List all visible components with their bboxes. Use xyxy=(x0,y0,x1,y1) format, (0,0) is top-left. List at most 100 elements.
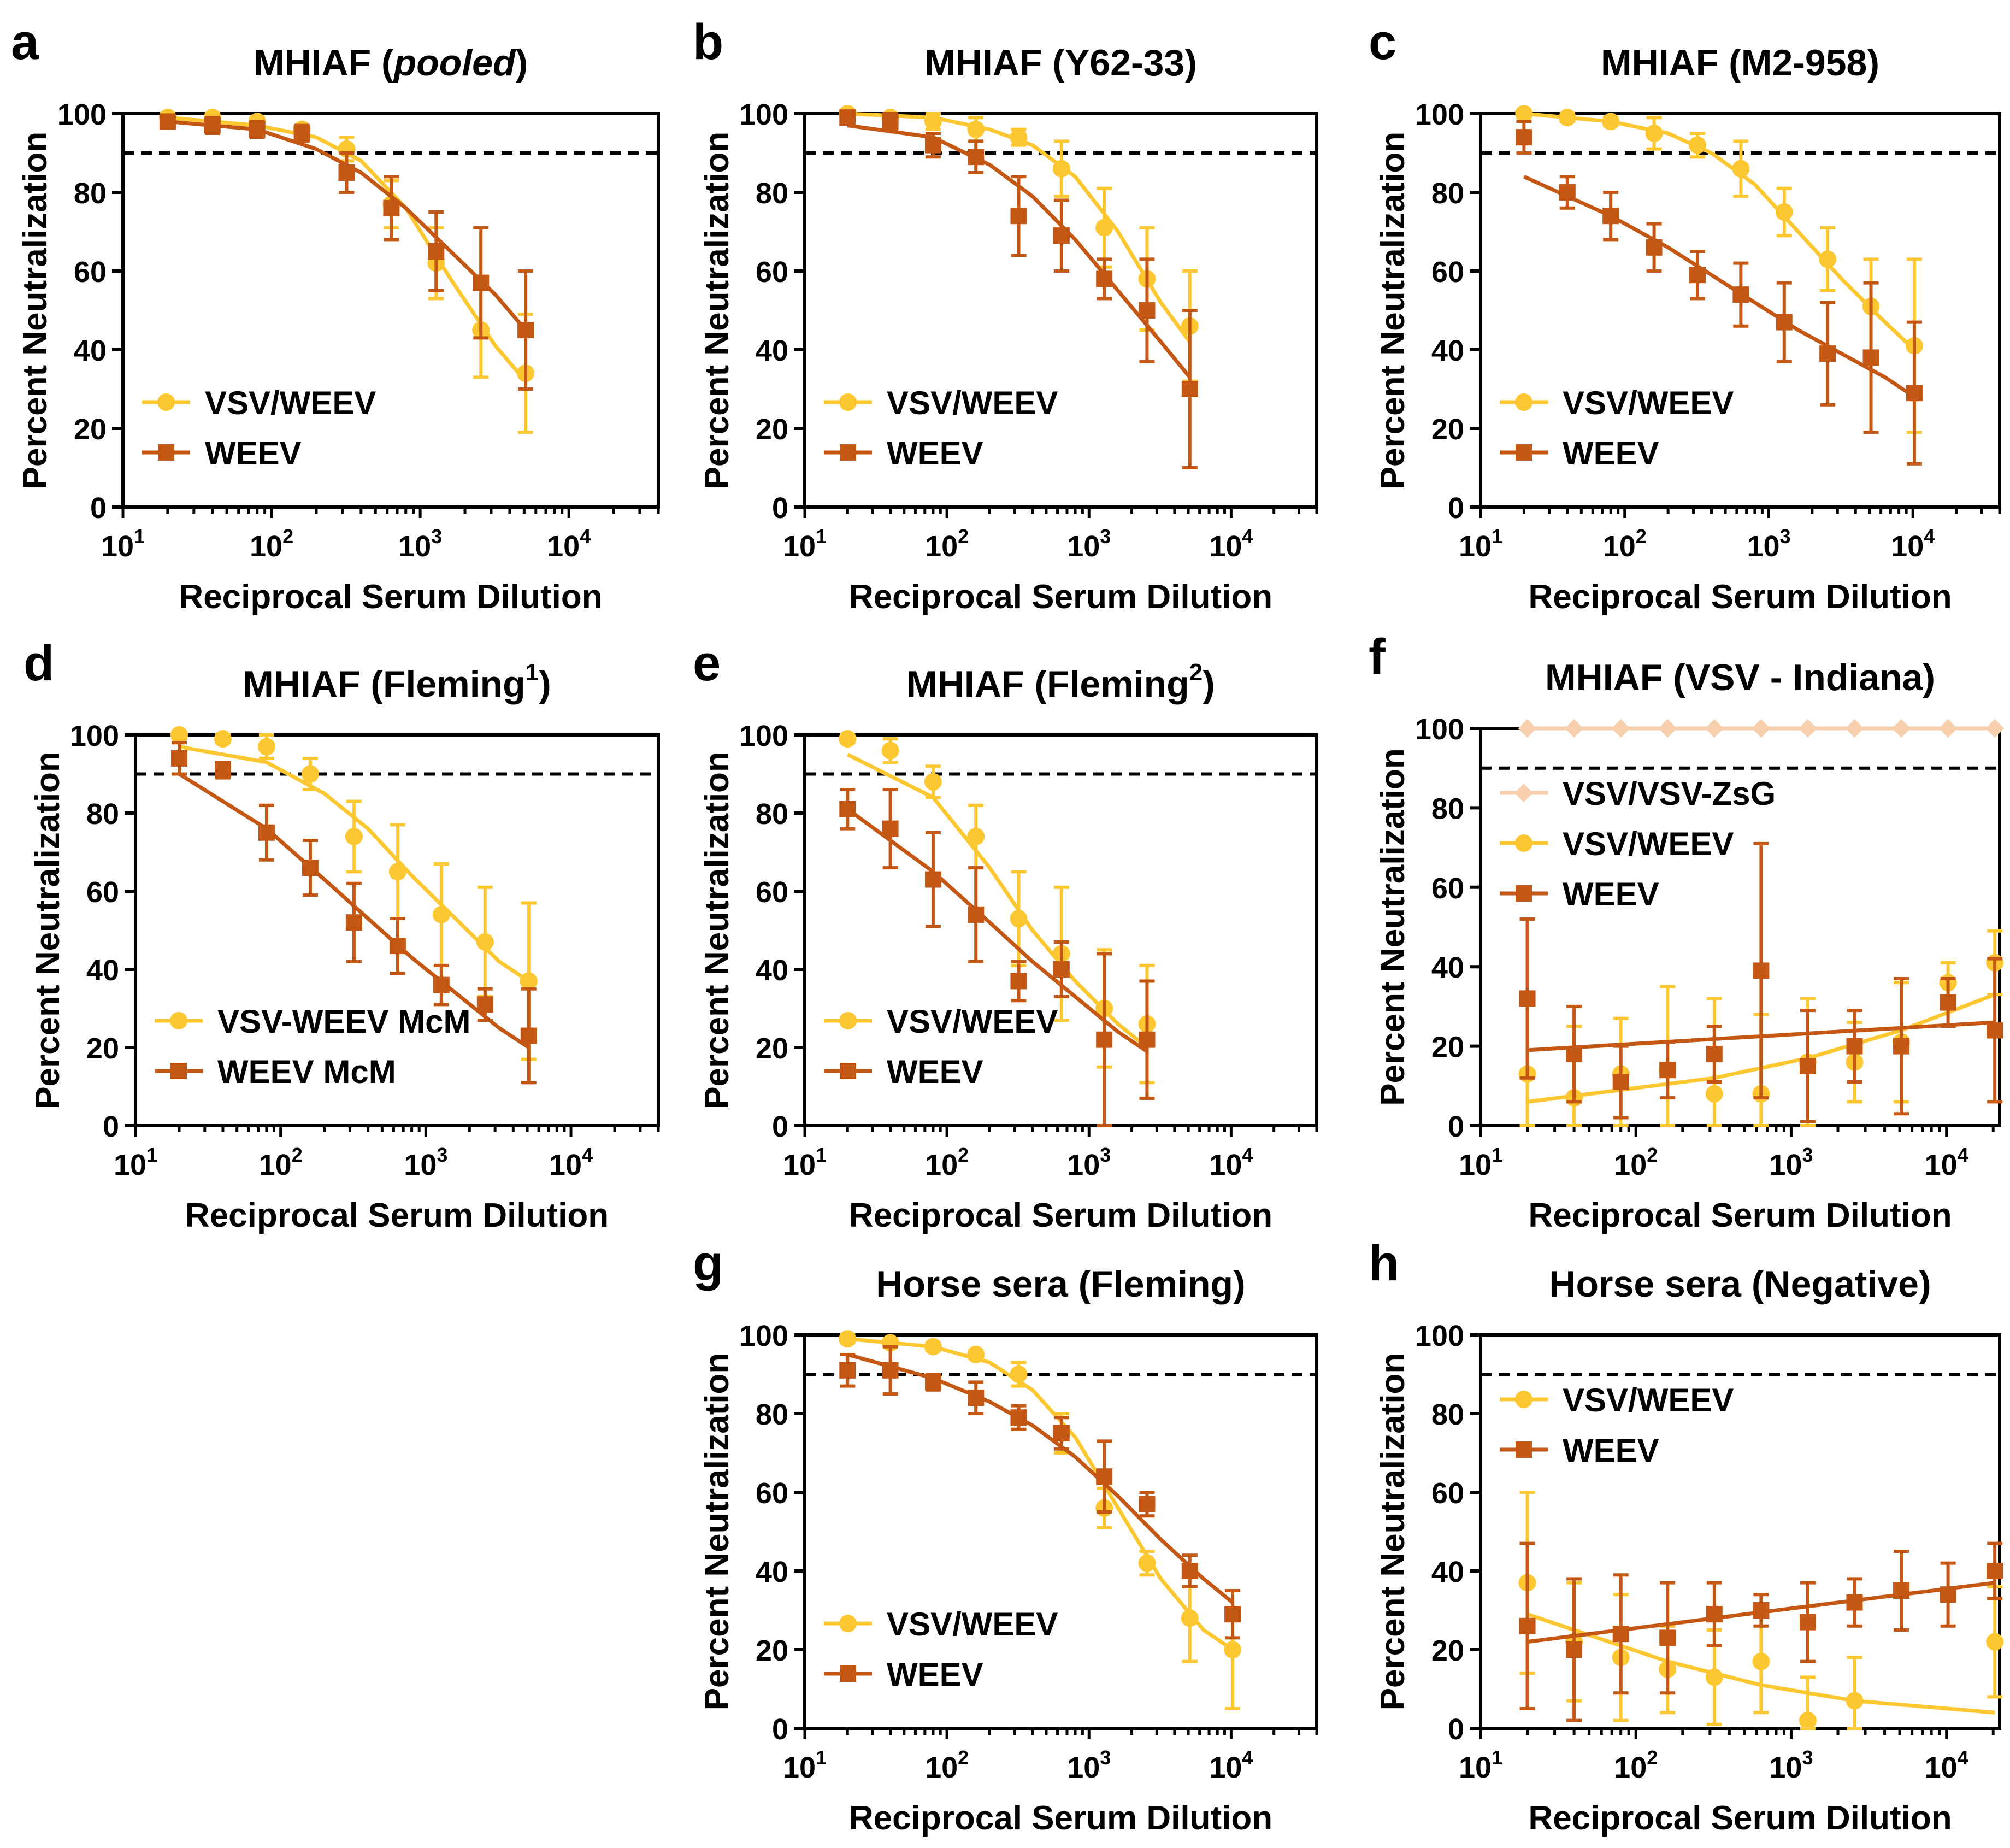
data-point xyxy=(1053,227,1070,244)
legend-marker xyxy=(1515,393,1532,411)
data-point xyxy=(1940,994,1956,1011)
data-point xyxy=(1558,109,1576,127)
data-point xyxy=(520,1027,537,1044)
y-axis-label: Percent Neutralization xyxy=(698,132,736,490)
legend-marker xyxy=(840,1665,856,1682)
data-point xyxy=(1612,1626,1629,1643)
data-point xyxy=(1798,719,1817,738)
data-point xyxy=(1986,1633,2004,1651)
y-tick-label: 0 xyxy=(1448,1713,1464,1746)
data-point xyxy=(1940,1586,1956,1603)
legend-marker xyxy=(1515,1391,1532,1408)
panel-title: MHIAF (Fleming2) xyxy=(906,659,1215,705)
x-tick-label: 103 xyxy=(1769,1746,1813,1784)
data-point xyxy=(1705,1085,1723,1103)
data-point xyxy=(1010,1409,1027,1426)
title-italic: pooled xyxy=(393,42,516,84)
y-tick-label: 20 xyxy=(1431,1634,1464,1667)
legend-marker xyxy=(170,1012,187,1029)
data-point xyxy=(1515,105,1533,122)
data-point xyxy=(1602,208,1619,225)
title-suffix: ) xyxy=(516,42,528,84)
panel-title: Horse sera (Fleming) xyxy=(876,1263,1245,1305)
data-point xyxy=(1938,719,1958,738)
y-tick-label: 60 xyxy=(86,876,119,909)
panel-b: b MHIAF (Y62-33) 0 20 40 60 80 100 101 102 103 104 R… xyxy=(693,14,1318,616)
data-point xyxy=(1893,1038,1910,1055)
panel-g: g Horse sera (Fleming) 0 20 40 60 80 100 101 102 1… xyxy=(693,1235,1318,1837)
legend-label: WEEV xyxy=(1563,1432,1659,1469)
data-point xyxy=(1181,381,1198,397)
y-tick-label: 80 xyxy=(756,798,788,831)
y-axis-label: Percent Neutralization xyxy=(1374,132,1412,490)
data-point xyxy=(1906,385,1923,402)
x-tick-label: 103 xyxy=(1067,1144,1111,1181)
data-point xyxy=(1181,1609,1199,1627)
data-point xyxy=(1139,1496,1156,1512)
y-tick-label: 60 xyxy=(756,876,788,909)
plot-frame xyxy=(803,112,1318,509)
data-point xyxy=(204,117,221,134)
data-point xyxy=(839,801,856,817)
series-weev xyxy=(839,109,1198,469)
data-point xyxy=(839,730,857,748)
data-point xyxy=(1658,719,1677,738)
legend: VSV/WEEV WEEV xyxy=(1500,1382,1734,1469)
data-point xyxy=(476,933,494,951)
data-point xyxy=(473,274,490,291)
data-point xyxy=(1138,1554,1156,1572)
data-point xyxy=(1139,1031,1156,1048)
title-suffix: ) xyxy=(1203,663,1215,705)
data-point xyxy=(968,1390,985,1406)
x-tick-label: 102 xyxy=(1603,525,1647,563)
y-axis-label: Percent Neutralization xyxy=(698,1353,736,1711)
data-point xyxy=(1819,345,1836,362)
legend-label: VSV/WEEV xyxy=(1563,385,1734,421)
y-tick-label: 60 xyxy=(1431,1477,1464,1510)
data-point xyxy=(1139,302,1156,319)
legend-label: WEEV xyxy=(1563,435,1659,472)
legend: VSV/WEEV WEEV xyxy=(824,385,1058,472)
data-point xyxy=(924,871,941,888)
legend-marker xyxy=(1516,444,1532,461)
data-point xyxy=(1846,1692,1864,1710)
y-tick-label: 20 xyxy=(86,1032,119,1065)
y-tick-label: 40 xyxy=(756,954,788,987)
data-point xyxy=(1845,719,1864,738)
data-point xyxy=(1799,1614,1816,1631)
data-point xyxy=(1519,990,1536,1007)
data-point xyxy=(882,1362,899,1379)
data-point xyxy=(1010,128,1028,146)
legend-label: WEEV xyxy=(205,435,302,472)
data-point xyxy=(1775,203,1793,221)
panel-f: f MHIAF (VSV - Indiana) 0 20 40 60 80 100 101 102… xyxy=(1369,629,2005,1234)
y-tick-label: 20 xyxy=(756,1032,788,1065)
x-tick-label: 101 xyxy=(783,1144,827,1181)
y-tick-label: 100 xyxy=(1415,713,1464,746)
data-point xyxy=(1010,973,1027,990)
y-tick-label: 20 xyxy=(1431,1031,1464,1064)
y-tick-label: 0 xyxy=(772,492,788,525)
data-point xyxy=(388,863,406,881)
data-point xyxy=(1565,719,1584,738)
data-point xyxy=(389,938,406,955)
plot-frame xyxy=(121,112,660,509)
data-point xyxy=(517,322,534,338)
series-weev xyxy=(1519,1541,2003,1722)
legend-label: VSV/WEEV xyxy=(887,1606,1058,1643)
data-point xyxy=(839,1330,857,1348)
y-axis-label: Percent Neutralization xyxy=(698,751,736,1109)
series-weev-mcm xyxy=(170,741,537,1085)
data-point xyxy=(520,972,538,990)
legend-marker xyxy=(158,444,174,461)
series-weev xyxy=(1519,841,2003,1123)
legend-label: WEEV xyxy=(887,1054,983,1090)
y-tick-label: 40 xyxy=(1431,1556,1464,1588)
fit-curve xyxy=(847,1337,1234,1651)
legend-label: VSV-WEEV McM xyxy=(217,1003,470,1040)
data-point xyxy=(882,113,899,130)
x-tick-label: 101 xyxy=(101,525,145,563)
y-tick-label: 80 xyxy=(756,177,788,210)
y-tick-label: 20 xyxy=(756,1634,788,1667)
